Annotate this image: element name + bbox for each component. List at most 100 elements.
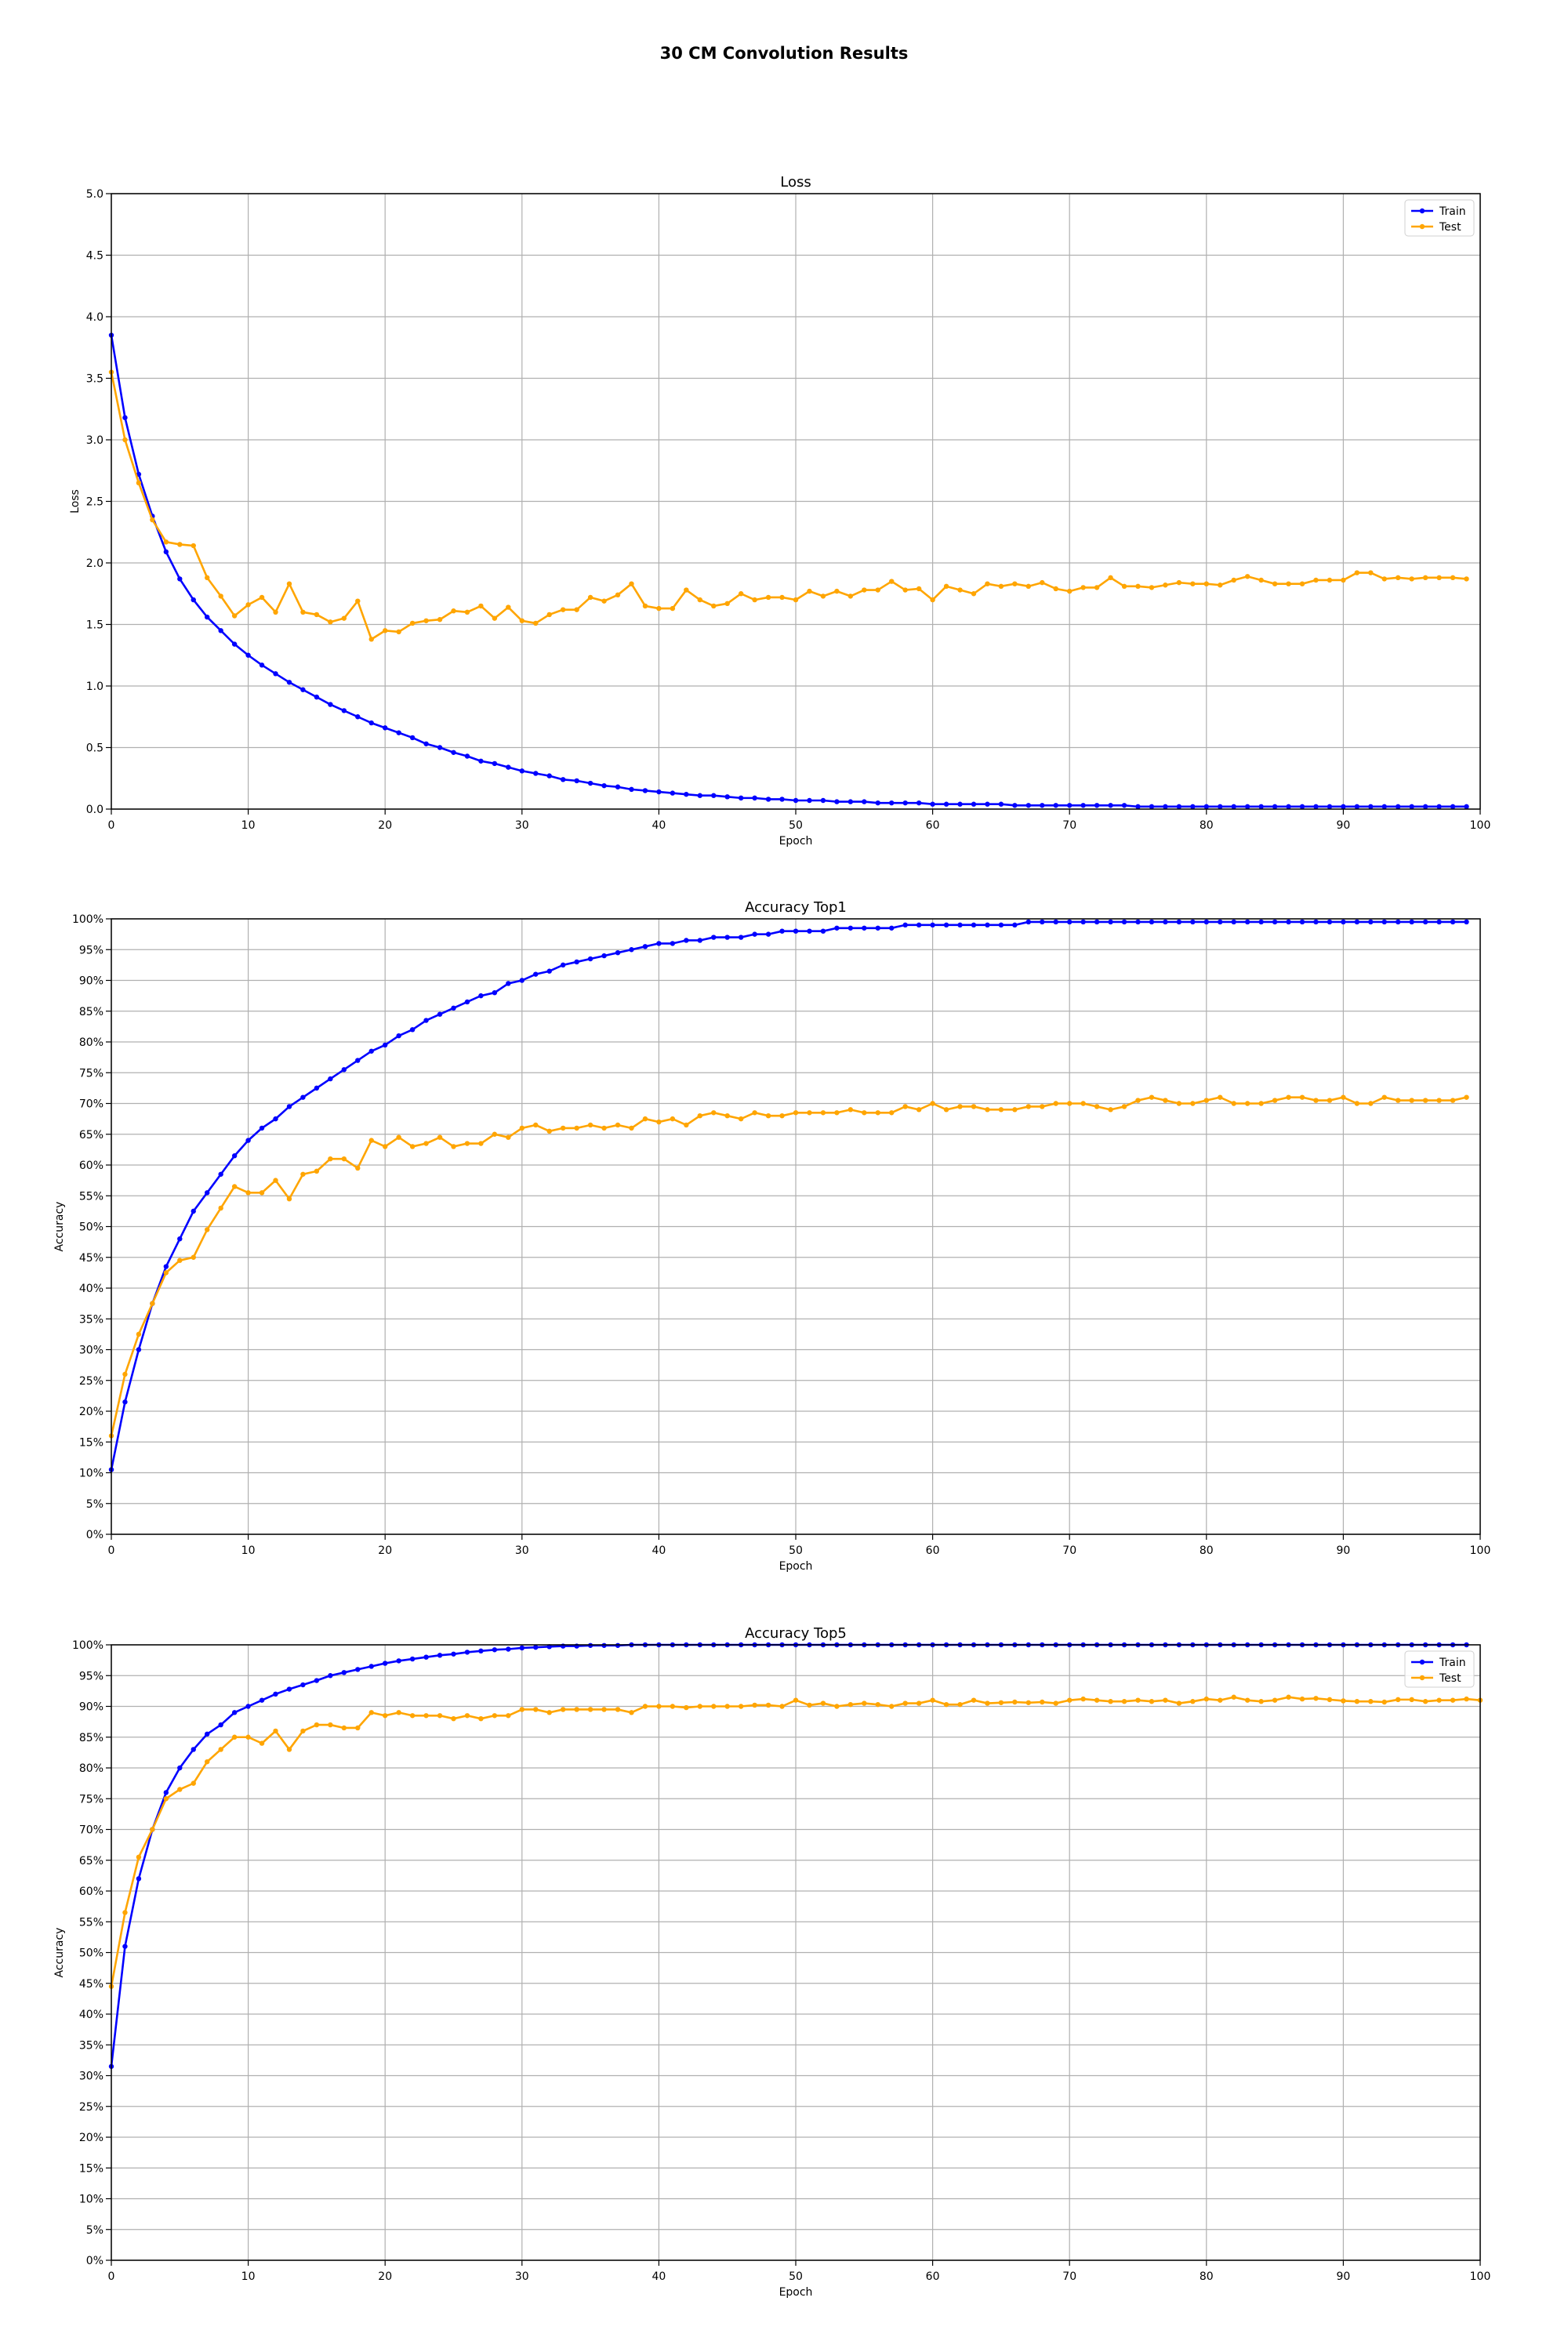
- data-point: [752, 597, 757, 603]
- data-point: [985, 581, 990, 586]
- data-point: [560, 962, 566, 968]
- y-tick-label: 25%: [79, 1375, 103, 1388]
- data-point: [245, 1704, 251, 1709]
- data-point: [1272, 1098, 1278, 1103]
- data-point: [998, 583, 1004, 590]
- x-axis-label: Epoch: [779, 835, 813, 848]
- data-point: [875, 587, 880, 593]
- data-point: [1409, 1697, 1414, 1703]
- data-point: [1012, 581, 1018, 586]
- data-point: [889, 1110, 895, 1116]
- data-point: [1190, 1699, 1196, 1704]
- data-point: [656, 1119, 662, 1125]
- data-point: [615, 592, 621, 598]
- y-tick-label: 55%: [79, 1916, 103, 1929]
- y-tick-label: 45%: [79, 1978, 103, 1991]
- axes-frame: [111, 918, 1481, 1535]
- data-point: [889, 800, 895, 806]
- data-point: [902, 1700, 908, 1706]
- data-point: [1163, 804, 1168, 810]
- data-point: [259, 1125, 265, 1131]
- data-point: [1040, 803, 1045, 808]
- data-point: [1163, 1697, 1168, 1703]
- data-point: [957, 801, 963, 807]
- data-point: [506, 1646, 511, 1652]
- data-point: [560, 1125, 566, 1131]
- data-point: [848, 593, 854, 599]
- data-point: [163, 1796, 169, 1802]
- data-point: [1231, 577, 1236, 583]
- data-point: [574, 959, 579, 965]
- data-point: [1135, 1697, 1141, 1703]
- data-point: [1094, 1697, 1100, 1703]
- data-point: [656, 941, 662, 946]
- data-point: [136, 1347, 142, 1352]
- data-point: [1203, 1098, 1210, 1103]
- data-point: [848, 1107, 854, 1112]
- figure-title: 30 CM Convolution Results: [660, 44, 909, 63]
- data-point: [724, 601, 730, 607]
- y-tick-label: 30%: [79, 2071, 103, 2083]
- data-point: [711, 1110, 717, 1116]
- data-point: [1025, 1700, 1032, 1705]
- y-tick-label: 65%: [79, 1129, 103, 1142]
- data-point: [971, 1697, 977, 1703]
- data-point: [423, 1654, 429, 1660]
- data-point: [506, 981, 511, 986]
- data-point: [875, 1110, 880, 1116]
- data-point: [259, 594, 265, 601]
- data-point: [601, 953, 607, 959]
- data-point: [601, 598, 607, 604]
- data-point: [807, 928, 812, 934]
- data-point: [765, 594, 771, 601]
- data-point: [1450, 804, 1456, 810]
- data-point: [355, 598, 361, 604]
- x-tick-label: 0: [108, 1544, 115, 1557]
- data-point: [163, 1270, 169, 1276]
- data-point: [807, 588, 812, 594]
- data-point: [492, 760, 498, 767]
- data-point: [587, 594, 593, 601]
- data-point: [177, 542, 183, 547]
- data-point: [752, 1110, 757, 1116]
- data-point: [930, 1101, 935, 1106]
- y-axis-label: Loss: [69, 489, 82, 514]
- data-point: [697, 1704, 702, 1709]
- data-point: [396, 1658, 401, 1664]
- data-point: [902, 587, 908, 593]
- data-point: [916, 800, 922, 806]
- data-point: [409, 620, 416, 626]
- data-point: [1218, 804, 1223, 810]
- data-point: [862, 925, 867, 931]
- data-point: [259, 662, 265, 668]
- data-point: [985, 1107, 990, 1112]
- y-tick-label: 0%: [86, 1529, 103, 1541]
- data-point: [601, 782, 607, 789]
- data-point: [1094, 585, 1100, 590]
- data-point: [1244, 804, 1250, 810]
- data-point: [957, 1104, 963, 1109]
- data-point: [1409, 919, 1414, 925]
- y-tick-label: 65%: [79, 1855, 103, 1867]
- data-point: [1396, 575, 1401, 581]
- data-point: [574, 1707, 579, 1712]
- data-point: [492, 1713, 498, 1719]
- data-point: [286, 1747, 292, 1752]
- data-point: [122, 1944, 128, 1949]
- data-point: [1368, 570, 1374, 575]
- data-point: [629, 1125, 634, 1131]
- data-point: [314, 694, 320, 700]
- data-point: [724, 935, 730, 940]
- data-point: [793, 797, 799, 804]
- data-point: [1080, 803, 1086, 808]
- series-train: [108, 919, 1469, 1472]
- data-point: [1190, 804, 1196, 810]
- y-tick-label: 5%: [86, 2224, 103, 2237]
- x-tick-label: 60: [926, 2270, 940, 2283]
- data-point: [1258, 1101, 1264, 1106]
- data-point: [1203, 581, 1210, 586]
- x-tick-label: 20: [378, 1544, 392, 1557]
- y-tick-label: 3.0: [86, 434, 103, 447]
- y-tick-label: 35%: [79, 2039, 103, 2052]
